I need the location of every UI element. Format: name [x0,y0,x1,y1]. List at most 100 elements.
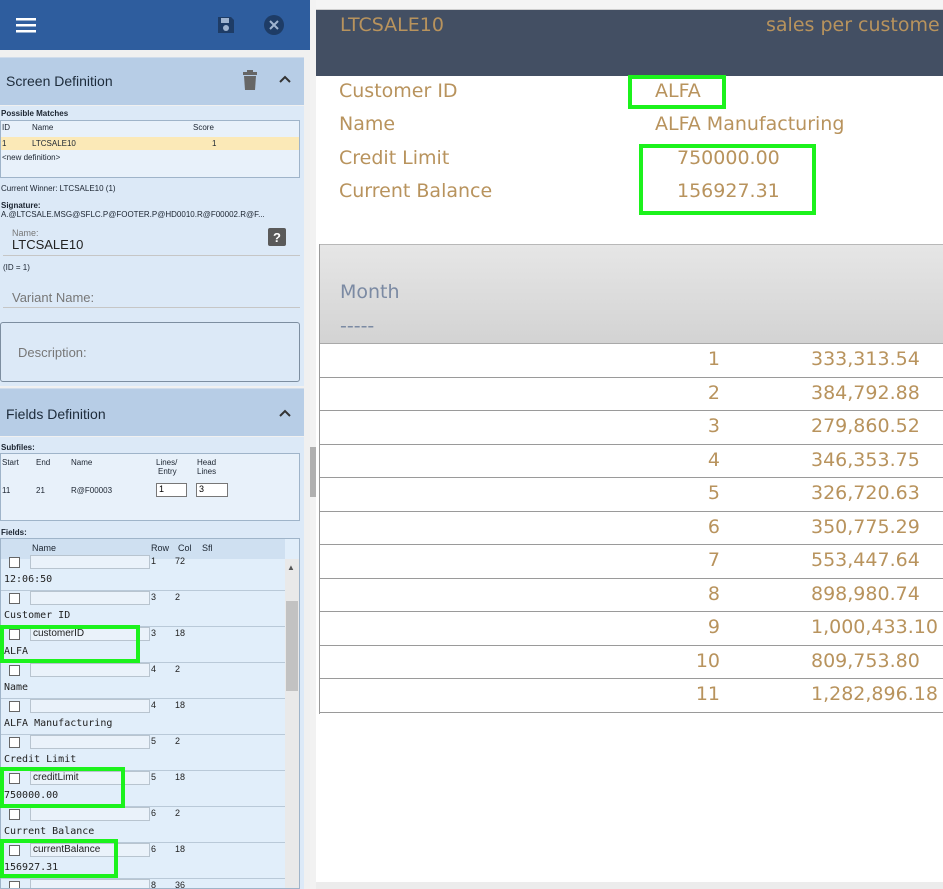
month-cell: 2 [707,381,720,404]
field-row-number: 8 [151,880,157,889]
field-checkbox[interactable] [9,773,20,784]
save-icon[interactable] [210,9,242,41]
field-row[interactable]: 4 18 ALFA Manufacturing [1,699,285,735]
month-cell: 6 [707,515,720,538]
sales-row: 7 553,447.64 [320,545,943,579]
field-col-number: 2 [175,736,181,746]
field-checkbox[interactable] [9,737,20,748]
highlight-currentbalance-field [0,839,118,878]
field-checkbox[interactable] [9,629,20,640]
field-row[interactable]: 6 2 Current Balance [1,807,285,843]
field-checkbox[interactable] [9,665,20,676]
match-id: 1 [2,139,7,148]
field-text: ALFA [4,646,29,657]
field-row[interactable]: 5 2 Credit Limit [1,735,285,771]
screen-definition-header[interactable]: Screen Definition [0,57,304,105]
screen-header: LTCSALE10 sales per custome [316,10,943,76]
field-col-number: 18 [175,628,186,638]
sales-cell: 279,860.52 [811,415,920,437]
field-checkbox[interactable] [9,809,20,820]
sales-cell: 346,353.75 [811,448,920,471]
name-label: Name [339,113,396,135]
col-lines-b: Entry [158,467,177,476]
credit-limit-value[interactable]: 750000.00 [677,147,780,169]
field-row[interactable]: creditLimit 5 18 750000.00 [1,771,285,807]
close-icon[interactable] [258,9,290,41]
head-lines-input[interactable]: 3 [196,483,228,497]
field-checkbox[interactable] [9,845,20,856]
chevron-up-icon[interactable] [278,72,292,91]
match-row[interactable]: 1 LTCSALE10 1 [1,137,299,150]
field-col-number: 2 [175,664,181,674]
field-checkbox[interactable] [9,881,20,888]
fields-table: Name Row Col Sfl 1 72 12:06:50 3 2 Customer I… [0,538,300,889]
credit-limit-label: Credit Limit [339,147,450,169]
month-cell: 7 [707,549,720,571]
field-checkbox[interactable] [9,557,20,568]
month-cell: 9 [707,616,720,638]
field-col-number: 2 [175,592,181,602]
field-name-input[interactable] [30,699,150,713]
splitter-grip[interactable] [310,447,316,497]
field-name-input[interactable] [30,735,150,749]
fields-definition-title: Fields Definition [6,406,106,422]
field-name-input[interactable] [30,807,150,821]
field-row-number: 3 [151,628,157,638]
help-icon[interactable]: ? [268,228,286,251]
customer-id-value[interactable]: ALFA [655,80,701,102]
field-name-input[interactable] [30,663,150,677]
current-balance-value[interactable]: 156927.31 [677,180,780,202]
variant-name-field[interactable]: Variant Name: [3,280,300,308]
new-definition-row[interactable]: <new definition> [2,153,61,162]
field-row-number: 3 [151,592,157,602]
lines-per-entry-input[interactable]: 1 [156,483,187,497]
col-start: Start [2,458,19,467]
field-text: Name [4,682,29,693]
menu-icon[interactable] [10,9,42,41]
fields-definition-header[interactable]: Fields Definition [0,388,304,436]
sales-row: 3 279,860.52 [320,411,943,445]
name-field-label: Name: [12,228,39,238]
field-checkbox[interactable] [9,701,20,712]
field-name-input[interactable] [30,879,150,888]
field-row[interactable]: 8 36 [1,879,285,889]
col-id: ID [2,123,10,132]
chevron-up-icon[interactable] [278,406,292,425]
field-row[interactable]: currentBalance 6 18 156927.31 [1,843,285,879]
splitter[interactable] [310,0,316,889]
field-row[interactable]: 4 2 Name [1,663,285,699]
field-name-input[interactable]: currentBalance [30,843,150,857]
field-name-input[interactable] [30,591,150,605]
field-text: ALFA Manufacturing [4,718,113,729]
sales-cell: 809,753.80 [811,649,920,672]
name-field[interactable]: Name: LTCSALE10 ? [3,222,300,256]
sales-cell: 1,282,896.18 [811,683,938,705]
designer-panel: Screen Definition Possible Matches ID Na… [0,0,310,889]
col-name: Name [32,123,54,132]
col-col: Col [178,543,192,553]
scrollbar-thumb[interactable] [286,601,298,691]
sales-row: 9 1,000,433.10 [320,612,943,646]
designer-toolbar [0,0,310,50]
scroll-up-icon[interactable]: ▲ [287,563,295,572]
month-cell: 5 [707,482,720,504]
field-row-number: 4 [151,664,157,674]
col-name: Name [71,458,93,467]
id-note: (ID = 1) [3,263,30,272]
sales-row: 8 898,980.74 [320,579,943,612]
field-checkbox[interactable] [9,593,20,604]
field-name-input[interactable] [30,555,150,569]
month-header-underline: ----- [340,315,375,337]
subfiles-label: Subfiles: [1,443,35,452]
sales-cell: 384,792.88 [811,381,920,404]
field-name-input[interactable]: creditLimit [30,771,150,785]
field-row[interactable]: 3 2 Customer ID [1,591,285,627]
current-balance-label: Current Balance [339,180,493,202]
trash-icon[interactable] [242,70,258,95]
field-text: 750000.00 [4,790,59,801]
description-field[interactable]: Description: [0,322,300,382]
sales-row: 11 1,282,896.18 [320,679,943,713]
name-value[interactable]: ALFA Manufacturing [655,113,845,135]
field-row[interactable]: 1 72 12:06:50 [1,555,285,591]
field-text: Credit Limit [4,754,77,765]
